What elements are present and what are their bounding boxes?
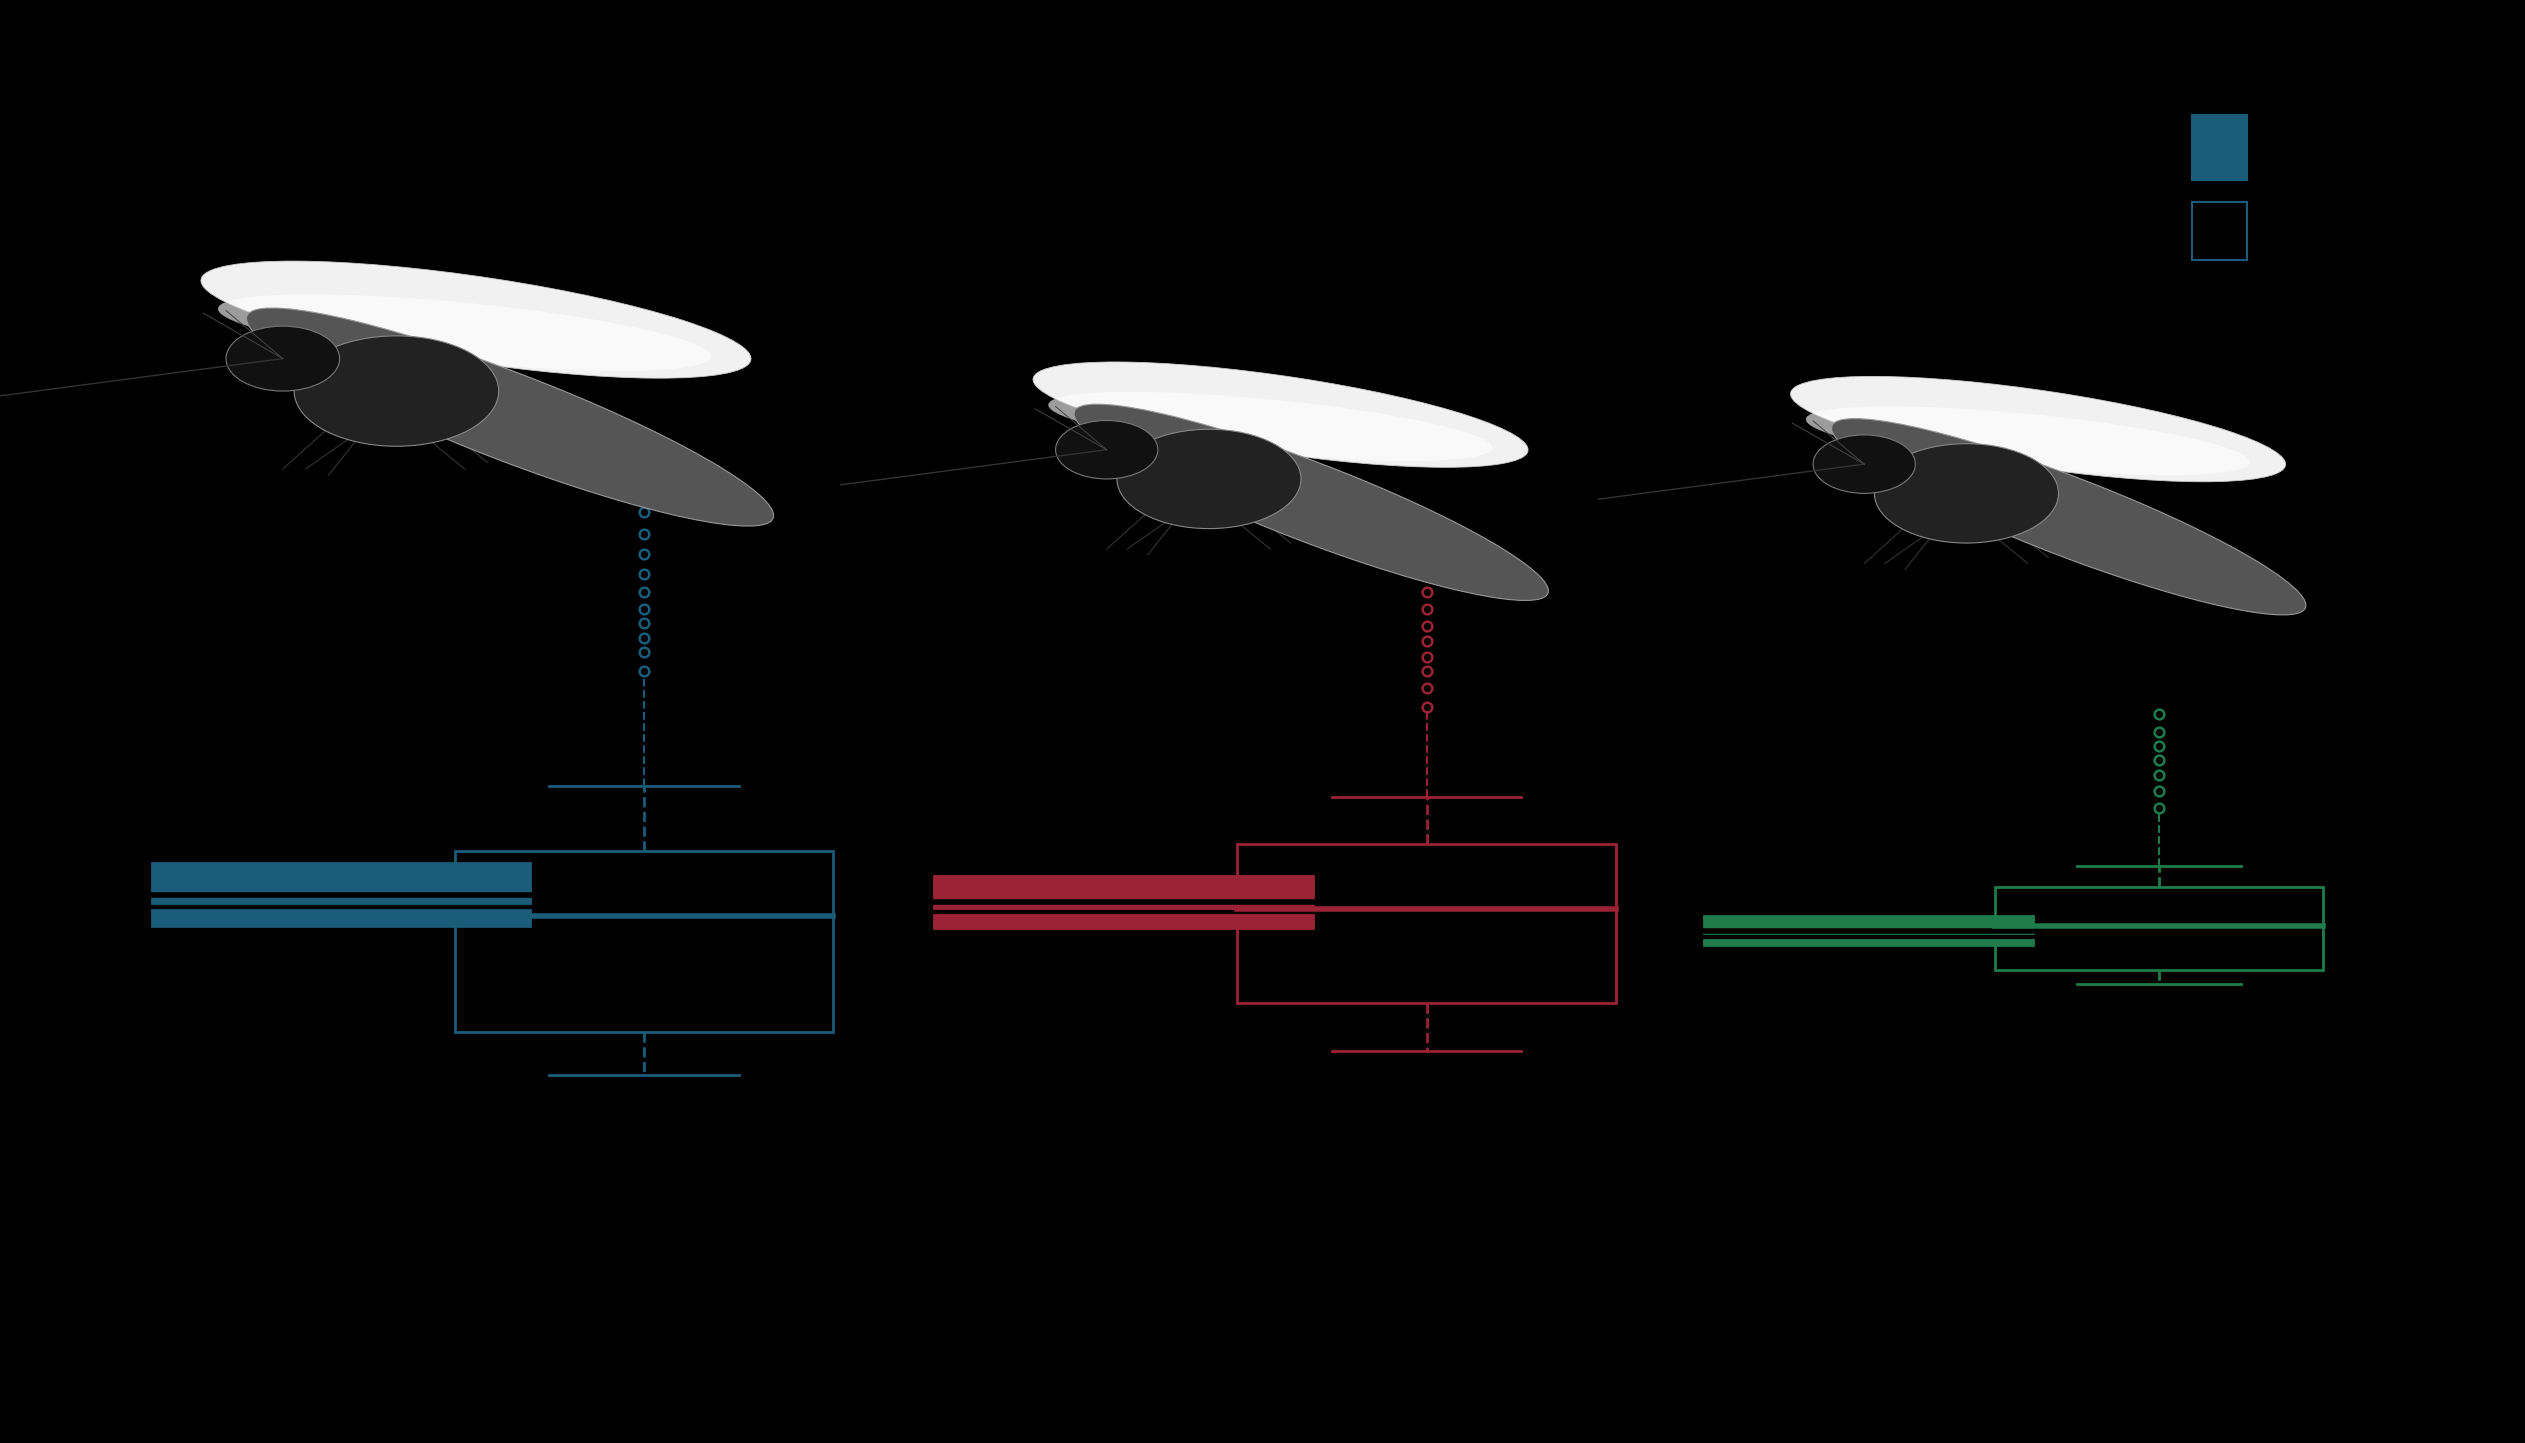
Bar [1995, 887, 2323, 970]
Ellipse shape [1055, 420, 1159, 479]
Bar [454, 851, 833, 1032]
Ellipse shape [1033, 362, 1528, 468]
Ellipse shape [202, 261, 750, 378]
Ellipse shape [1805, 407, 2250, 475]
Bar [934, 876, 1313, 928]
Ellipse shape [1048, 392, 1492, 460]
Ellipse shape [1874, 443, 2058, 543]
Bar [2192, 202, 2247, 260]
Ellipse shape [217, 294, 712, 371]
Bar [1237, 844, 1616, 1003]
Ellipse shape [247, 307, 773, 527]
Ellipse shape [1831, 418, 2305, 615]
Ellipse shape [1073, 404, 1548, 600]
Bar [2192, 115, 2247, 180]
Bar [152, 863, 530, 926]
Bar [1704, 916, 2033, 945]
Ellipse shape [295, 336, 500, 446]
Ellipse shape [1116, 429, 1300, 528]
Ellipse shape [1790, 377, 2285, 482]
Ellipse shape [225, 326, 338, 391]
Ellipse shape [1813, 434, 1916, 494]
